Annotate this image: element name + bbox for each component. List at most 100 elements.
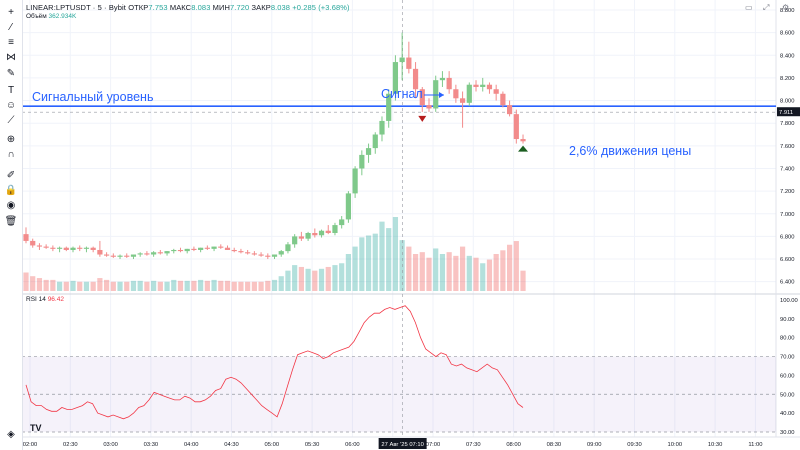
candle-body [204, 247, 210, 249]
candle-body [231, 249, 237, 252]
candle-body [36, 245, 43, 247]
ruler-icon[interactable]: ⟋ [7, 115, 15, 126]
volume-bar [278, 276, 284, 291]
candle-body [466, 84, 472, 103]
symbol-name[interactable]: LINEAR:LPTUSDT · 5 · Bybit [26, 3, 126, 12]
high-value: 8.083 [191, 3, 211, 12]
volume-bar [36, 278, 43, 291]
symbol-header: LINEAR:LPTUSDT · 5 · Bybit ОТКР7.753 МАК… [26, 3, 350, 12]
candle-body [23, 234, 29, 241]
time-tick-label: 04:30 [224, 442, 239, 448]
volume-bar [500, 250, 506, 291]
volume-bar [292, 265, 298, 291]
candle-body [177, 249, 184, 252]
volume-bar [90, 281, 96, 291]
volume-bar [520, 270, 526, 291]
volume-value: 362.934K [48, 13, 77, 20]
volume-bar [151, 280, 157, 291]
volume-bar [433, 248, 439, 291]
volume-bar [480, 263, 486, 291]
candle-body [292, 236, 298, 245]
candle-body [365, 148, 372, 155]
candle-body [507, 105, 513, 115]
volume-bar [332, 265, 338, 291]
time-tick-label: 04:00 [184, 442, 199, 448]
time-tick-label: 08:00 [506, 442, 521, 448]
lock-icon[interactable]: 🔒 [4, 185, 18, 196]
volume-bar [211, 279, 217, 291]
price-tick-label: 7.400 [780, 166, 795, 172]
rsi-tick-label: 100.00 [780, 298, 798, 304]
price-tick-label: 7.200 [780, 189, 795, 195]
time-tick-label: 09:00 [587, 442, 602, 448]
volume-bar [305, 268, 311, 291]
emoji-icon[interactable]: ☺ [5, 100, 17, 111]
time-tick-label: 03:30 [144, 442, 159, 448]
open-value: 7.753 [148, 3, 168, 12]
settings-gear-icon[interactable]: ⚙ [782, 3, 790, 12]
rsi-name[interactable]: RSI 14 [26, 296, 46, 303]
volume-bar [63, 281, 69, 291]
volume-bar [177, 280, 184, 291]
cursor-icon[interactable]: + [8, 7, 14, 18]
tradingview-logo: TV [30, 423, 42, 433]
candle-body [473, 84, 479, 87]
volume-bar [104, 279, 110, 291]
time-tick-label: 05:30 [305, 442, 320, 448]
candle-body [117, 255, 123, 257]
candle-body [352, 168, 358, 194]
layers-icon[interactable]: ◈ [7, 429, 15, 440]
time-tick-label: 09:30 [627, 442, 642, 448]
candle-body [218, 246, 224, 248]
candle-body [83, 247, 90, 249]
pattern-icon[interactable]: ⋈ [6, 52, 16, 63]
maximize-icon[interactable]: ▭ [745, 3, 753, 12]
volume-bar [258, 281, 264, 291]
volume-bar [70, 280, 76, 291]
volume-name[interactable]: Объём [26, 13, 47, 20]
trend-line-icon[interactable]: ⁄ [10, 22, 12, 33]
volume-legend: Объём 362.934K [26, 13, 76, 20]
magnet-icon[interactable]: ∩ [7, 149, 15, 160]
volume-bar [312, 270, 318, 291]
brush-icon[interactable]: ✎ [6, 68, 16, 79]
zoom-icon[interactable]: ⊕ [6, 134, 16, 145]
candle-body [486, 84, 493, 90]
lock-draw-icon[interactable]: ✐ [6, 170, 16, 181]
candle-body [392, 62, 399, 94]
price-tick-label: 7.800 [780, 121, 795, 127]
low-value: 7.720 [230, 3, 250, 12]
candle-body [171, 249, 177, 252]
volume-bar [171, 279, 177, 291]
candle-body [151, 252, 157, 255]
candle-body [372, 134, 378, 149]
time-tick-label: 08:30 [547, 442, 562, 448]
volume-bar [453, 255, 459, 291]
volume-bar [271, 279, 278, 291]
candle-body [325, 230, 331, 234]
rsi-band [22, 356, 776, 432]
candle-body [70, 247, 76, 250]
volume-bar [231, 281, 237, 291]
fib-icon[interactable]: ≡ [8, 37, 14, 48]
rsi-tick-label: 70.00 [780, 355, 795, 361]
volume-bar [379, 221, 385, 291]
eye-icon[interactable]: ◉ [6, 200, 16, 211]
volume-bar [218, 280, 224, 291]
candle-body [419, 89, 425, 106]
candle-body [63, 247, 69, 250]
signal-arrow-icon [439, 92, 444, 98]
volume-bar [184, 280, 190, 291]
candle-body [433, 80, 439, 109]
trash-icon[interactable]: 🗑 [4, 216, 18, 227]
volume-bar [285, 270, 291, 291]
candle-body [426, 105, 432, 109]
fullscreen-icon[interactable]: ⤢ [763, 3, 770, 12]
text-icon[interactable]: T [7, 85, 15, 96]
volume-bar [198, 279, 204, 291]
candle-body [520, 139, 526, 142]
volume-bar [30, 276, 36, 291]
time-tick-label: 07:00 [426, 442, 441, 448]
candle-body [298, 236, 304, 239]
